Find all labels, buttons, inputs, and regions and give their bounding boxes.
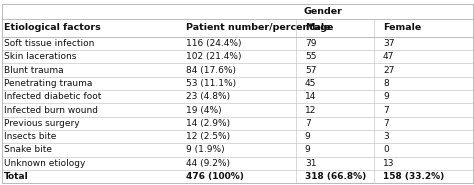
Text: Snake bite: Snake bite bbox=[4, 145, 52, 154]
Text: 47: 47 bbox=[383, 52, 394, 61]
Text: 55: 55 bbox=[305, 52, 316, 61]
Text: 23 (4.8%): 23 (4.8%) bbox=[186, 92, 230, 101]
Text: 0: 0 bbox=[383, 145, 389, 154]
Text: 7: 7 bbox=[305, 119, 310, 128]
Text: 14: 14 bbox=[305, 92, 316, 101]
Text: Infected burn wound: Infected burn wound bbox=[4, 105, 98, 115]
Text: Male: Male bbox=[305, 23, 330, 32]
Text: 19 (4%): 19 (4%) bbox=[186, 105, 222, 115]
Text: 12: 12 bbox=[305, 105, 316, 115]
Text: 476 (100%): 476 (100%) bbox=[186, 172, 244, 181]
Text: 37: 37 bbox=[383, 39, 394, 48]
Text: 102 (21.4%): 102 (21.4%) bbox=[186, 52, 242, 61]
Text: Total: Total bbox=[4, 172, 28, 181]
Text: Infected diabetic foot: Infected diabetic foot bbox=[4, 92, 101, 101]
Text: 31: 31 bbox=[305, 159, 316, 168]
Text: 318 (66.8%): 318 (66.8%) bbox=[305, 172, 366, 181]
Text: Female: Female bbox=[383, 23, 421, 32]
Text: 9: 9 bbox=[305, 132, 310, 141]
Text: 45: 45 bbox=[305, 79, 316, 88]
Text: 44 (9.2%): 44 (9.2%) bbox=[186, 159, 230, 168]
Text: Skin lacerations: Skin lacerations bbox=[4, 52, 76, 61]
Text: 158 (33.2%): 158 (33.2%) bbox=[383, 172, 444, 181]
Text: 7: 7 bbox=[383, 119, 389, 128]
Text: 79: 79 bbox=[305, 39, 316, 48]
Text: 14 (2.9%): 14 (2.9%) bbox=[186, 119, 230, 128]
Text: Unknown etiology: Unknown etiology bbox=[4, 159, 85, 168]
Text: 9: 9 bbox=[305, 145, 310, 154]
Text: Gender: Gender bbox=[303, 7, 342, 16]
Text: 53 (11.1%): 53 (11.1%) bbox=[186, 79, 237, 88]
Text: 8: 8 bbox=[383, 79, 389, 88]
Text: 12 (2.5%): 12 (2.5%) bbox=[186, 132, 230, 141]
Text: Etiological factors: Etiological factors bbox=[4, 23, 100, 32]
Text: Patient number/percentage: Patient number/percentage bbox=[186, 23, 334, 32]
Text: Penetrating trauma: Penetrating trauma bbox=[4, 79, 92, 88]
Text: 9 (1.9%): 9 (1.9%) bbox=[186, 145, 225, 154]
Text: 27: 27 bbox=[383, 66, 394, 75]
Text: Soft tissue infection: Soft tissue infection bbox=[4, 39, 94, 48]
Text: 13: 13 bbox=[383, 159, 394, 168]
Text: 116 (24.4%): 116 (24.4%) bbox=[186, 39, 242, 48]
Text: 7: 7 bbox=[383, 105, 389, 115]
Text: 57: 57 bbox=[305, 66, 316, 75]
Text: 84 (17.6%): 84 (17.6%) bbox=[186, 66, 236, 75]
Text: Previous surgery: Previous surgery bbox=[4, 119, 80, 128]
Text: 3: 3 bbox=[383, 132, 389, 141]
Text: Blunt trauma: Blunt trauma bbox=[4, 66, 64, 75]
Text: 9: 9 bbox=[383, 92, 389, 101]
Text: Insects bite: Insects bite bbox=[4, 132, 56, 141]
